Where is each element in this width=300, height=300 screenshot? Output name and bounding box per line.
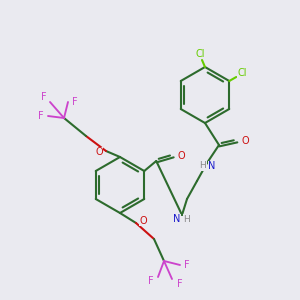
Text: N: N [208,161,216,171]
Text: N: N [173,214,181,224]
Text: H: H [184,214,190,224]
Text: F: F [184,260,190,270]
Text: O: O [95,147,103,157]
Text: O: O [177,151,185,161]
Text: Cl: Cl [195,49,205,59]
Text: H: H [200,161,206,170]
Text: Cl: Cl [238,68,247,78]
Text: F: F [41,92,47,102]
Text: O: O [241,136,249,146]
Text: O: O [139,216,147,226]
Text: F: F [177,279,183,289]
Text: F: F [72,97,78,107]
Text: F: F [38,111,44,121]
Text: F: F [148,276,154,286]
